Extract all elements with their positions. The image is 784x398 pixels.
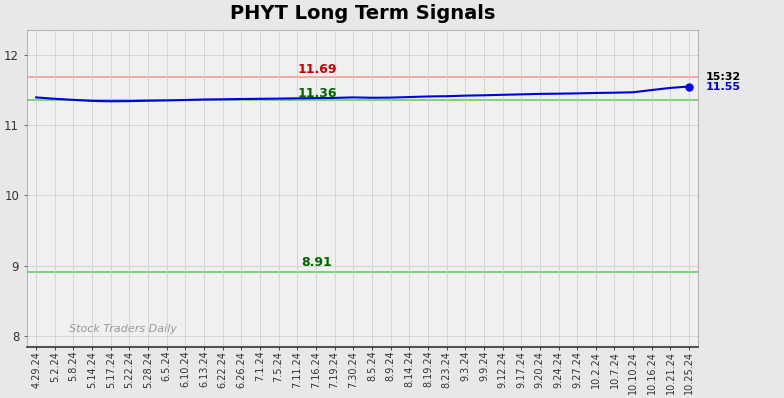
Text: 11.69: 11.69 bbox=[297, 63, 336, 76]
Title: PHYT Long Term Signals: PHYT Long Term Signals bbox=[230, 4, 495, 23]
Text: Stock Traders Daily: Stock Traders Daily bbox=[69, 324, 176, 334]
Text: 15:32: 15:32 bbox=[706, 72, 741, 82]
Point bbox=[683, 83, 695, 90]
Text: 8.91: 8.91 bbox=[302, 256, 332, 269]
Text: 11.55: 11.55 bbox=[706, 82, 740, 92]
Text: 11.36: 11.36 bbox=[297, 87, 336, 100]
